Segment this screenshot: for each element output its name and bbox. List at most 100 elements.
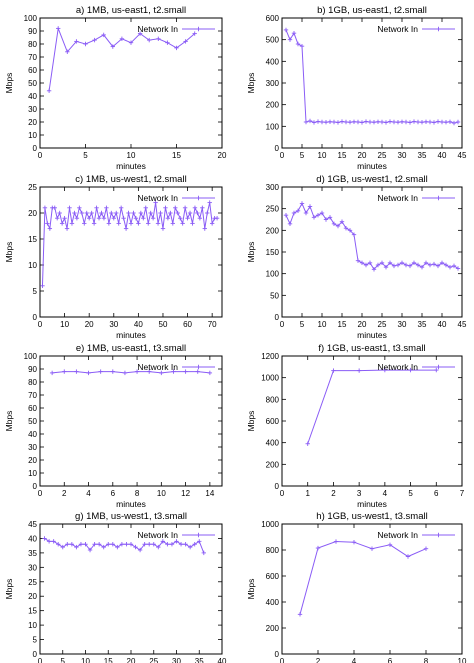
data-point [379, 260, 385, 266]
data-point [165, 542, 170, 547]
data-point [415, 262, 421, 268]
data-point [94, 205, 99, 210]
y-tick-label: 0 [275, 313, 280, 322]
data-point [335, 223, 341, 229]
plot-frame [281, 17, 463, 149]
data-point [45, 221, 50, 226]
x-tick-label: 6 [434, 489, 439, 498]
x-tick-label: 6 [111, 489, 116, 498]
data-point [160, 539, 166, 544]
x-tick-label: 10 [458, 657, 467, 663]
x-tick-label: 25 [378, 151, 387, 160]
data-point [106, 542, 111, 547]
y-tick-label: 35 [28, 549, 37, 558]
x-axis-label: minutes [116, 499, 146, 509]
data-point [65, 542, 70, 547]
data-point [183, 542, 188, 547]
data-point [387, 119, 393, 124]
x-axis-label: minutes [116, 330, 146, 340]
data-point [55, 216, 60, 221]
y-tick-label: 30 [28, 563, 37, 572]
data-point [169, 542, 175, 547]
data-point [297, 612, 303, 617]
data-point [371, 267, 377, 272]
data-point [307, 204, 313, 209]
data-point [291, 210, 297, 216]
data-point [123, 226, 129, 231]
legend-label: Network In [137, 193, 178, 203]
data-point [339, 219, 345, 224]
data-point [86, 370, 91, 376]
plot-frame [39, 17, 223, 149]
data-point [427, 119, 433, 125]
data-point [209, 221, 215, 226]
y-tick-label: 400 [266, 598, 280, 607]
data-point [347, 120, 353, 125]
data-point [163, 205, 168, 210]
data-point [131, 210, 136, 216]
data-point [177, 216, 183, 221]
x-tick-label: 0 [280, 320, 285, 329]
x-tick-label: 14 [205, 489, 214, 498]
data-point [77, 205, 82, 210]
data-point [197, 216, 203, 221]
data-point [153, 200, 158, 205]
y-tick-label: 800 [266, 395, 280, 404]
data-point [315, 545, 321, 551]
chart-panel: d) 1GB, us-west1, t2.small 0 5 10 15 20 25 30 35… [246, 174, 467, 340]
y-tick-label: 10 [28, 621, 37, 630]
chart-title: e) 1MB, us-east1, t3.small [76, 343, 186, 354]
data-point [62, 369, 67, 374]
data-point [51, 539, 56, 544]
data-point [74, 544, 79, 550]
legend-label: Network In [137, 24, 178, 34]
data-point [197, 539, 202, 544]
data-point [56, 26, 61, 31]
data-point [333, 539, 339, 544]
data-point [133, 544, 138, 550]
data-point [311, 215, 317, 220]
legend-marker [196, 26, 201, 32]
x-tick-label: 0 [38, 151, 43, 160]
x-tick-label: 10 [81, 657, 90, 663]
chart-panel: g) 1MB, us-west1, t3.small 0 5 10 15 20 25 30 35… [4, 511, 227, 663]
data-point [98, 369, 103, 374]
data-point [185, 216, 190, 221]
y-tick-label: 50 [270, 291, 279, 300]
x-tick-label: 20 [218, 151, 227, 160]
x-tick-label: 15 [338, 151, 347, 160]
data-point [99, 210, 104, 216]
data-point [147, 37, 152, 43]
y-tick-label: 200 [266, 624, 280, 633]
x-tick-label: 45 [458, 320, 467, 329]
data-point [138, 210, 144, 216]
x-tick-label: 10 [318, 320, 327, 329]
data-point [86, 216, 92, 221]
data-point [451, 263, 457, 269]
x-tick-label: 0 [280, 657, 285, 663]
data-point [49, 370, 55, 376]
data-point [375, 262, 381, 268]
legend-label: Network In [377, 530, 418, 540]
x-tick-label: 20 [358, 320, 367, 329]
legend-marker [196, 364, 201, 370]
x-tick-label: 4 [383, 489, 388, 498]
plot-frame [281, 523, 463, 655]
chart-title: c) 1MB, us-west1, t2.small [75, 174, 186, 185]
data-point [178, 542, 184, 547]
x-tick-label: 40 [218, 657, 227, 663]
plot-frame [39, 355, 223, 487]
data-point [40, 283, 45, 288]
y-tick-label: 0 [33, 482, 38, 491]
data-point [114, 210, 119, 216]
data-point [355, 258, 361, 263]
data-point [133, 216, 139, 221]
data-point [183, 369, 188, 374]
series-line-network-in [285, 29, 459, 124]
chart-title: f) 1GB, us-east1, t3.small [318, 343, 425, 354]
data-point [104, 205, 109, 210]
x-tick-label: 40 [438, 320, 447, 329]
data-point [407, 263, 413, 269]
x-tick-label: 10 [60, 320, 69, 329]
